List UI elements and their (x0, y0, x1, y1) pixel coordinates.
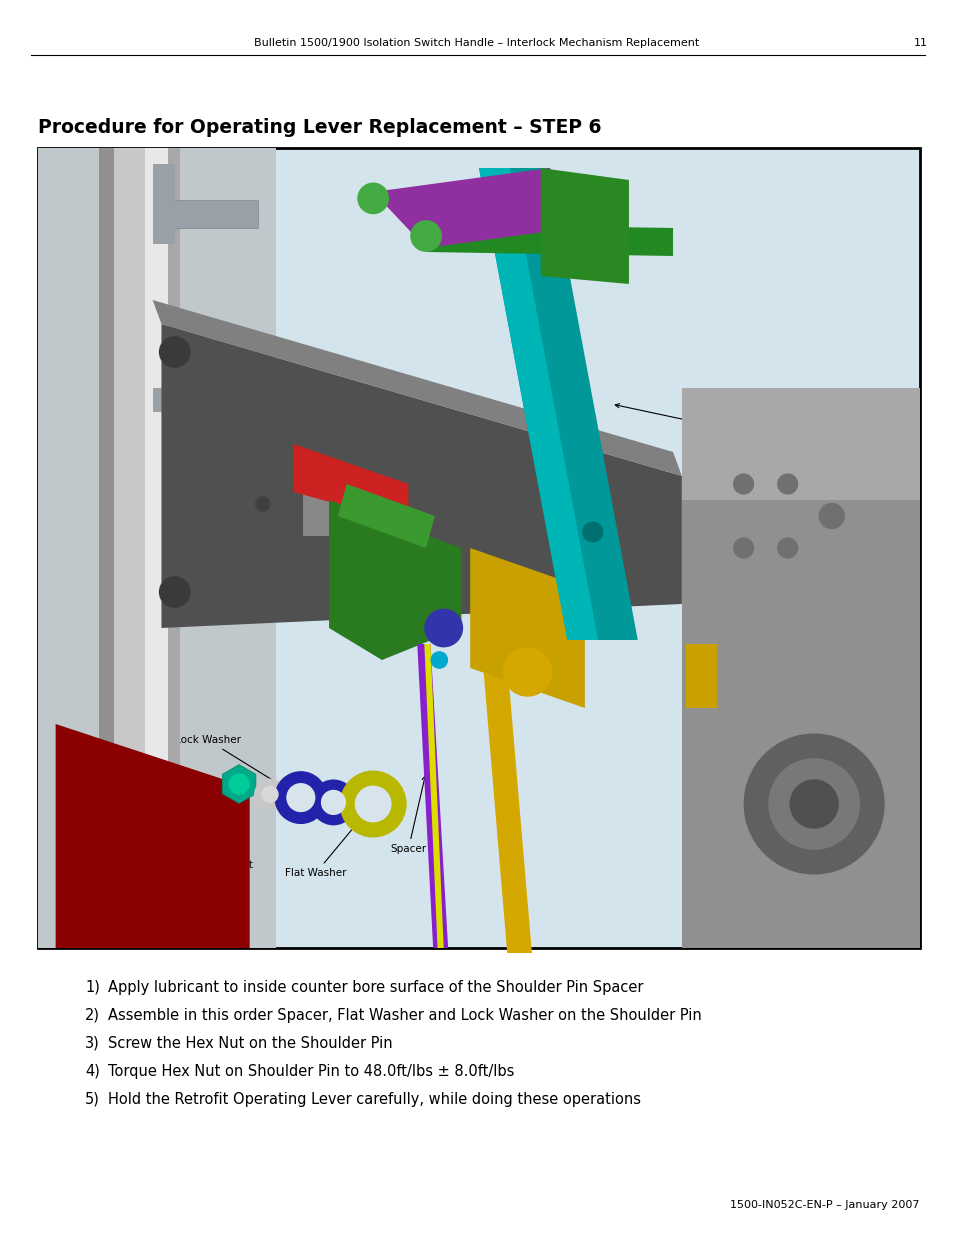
Polygon shape (294, 445, 408, 524)
Circle shape (286, 783, 315, 813)
Bar (38, 148, 275, 948)
Circle shape (261, 785, 278, 803)
Polygon shape (470, 548, 584, 708)
Text: 1500-IN052C-EN-P – January 2007: 1500-IN052C-EN-P – January 2007 (730, 1200, 919, 1210)
Polygon shape (540, 168, 628, 284)
Circle shape (742, 734, 883, 874)
Circle shape (228, 773, 250, 794)
Circle shape (777, 473, 798, 494)
Circle shape (789, 779, 838, 829)
Circle shape (410, 220, 441, 252)
Circle shape (274, 771, 327, 824)
Bar (681, 388, 919, 948)
Text: Flat Washer: Flat Washer (285, 808, 370, 878)
Circle shape (732, 537, 754, 558)
Text: 3): 3) (85, 1036, 100, 1051)
Circle shape (355, 785, 391, 823)
Text: Shoulder Pin: Shoulder Pin (437, 450, 524, 509)
Circle shape (339, 771, 406, 837)
Polygon shape (222, 764, 255, 804)
Bar (99, 148, 113, 948)
Circle shape (311, 779, 356, 825)
Polygon shape (478, 168, 638, 640)
Circle shape (320, 790, 346, 815)
Circle shape (502, 647, 552, 697)
Bar (168, 148, 179, 948)
Polygon shape (329, 500, 461, 659)
Text: 2): 2) (85, 1008, 100, 1023)
Text: Screw the Hex Nut on the Shoulder Pin: Screw the Hex Nut on the Shoulder Pin (108, 1036, 393, 1051)
Circle shape (253, 778, 286, 810)
Circle shape (818, 503, 844, 530)
Polygon shape (480, 637, 532, 953)
Polygon shape (426, 224, 672, 256)
Bar (99, 148, 179, 948)
Text: 1): 1) (85, 981, 100, 995)
Text: Bulletin 1500/1900 Isolation Switch Handle – Interlock Mechanism Replacement: Bulletin 1500/1900 Isolation Switch Hand… (254, 38, 699, 48)
Circle shape (581, 521, 602, 542)
Circle shape (767, 758, 859, 850)
Text: Spacer: Spacer (390, 776, 426, 853)
Circle shape (255, 496, 270, 511)
Text: 11: 11 (913, 38, 927, 48)
Circle shape (357, 183, 389, 215)
Polygon shape (416, 643, 448, 948)
Text: Retrofit Operating Lever: Retrofit Operating Lever (615, 404, 842, 445)
Text: 5): 5) (85, 1092, 100, 1107)
Bar (152, 200, 258, 228)
Text: Hold the Retrofit Operating Lever carefully, while doing these operations: Hold the Retrofit Operating Lever carefu… (108, 1092, 640, 1107)
Bar (152, 164, 174, 245)
Text: Lock Washer: Lock Washer (174, 735, 297, 795)
Circle shape (158, 336, 191, 368)
Bar (145, 148, 168, 948)
Circle shape (158, 576, 191, 608)
Polygon shape (373, 168, 602, 248)
Text: Hex Nut: Hex Nut (211, 788, 253, 869)
Circle shape (732, 473, 754, 494)
Text: Assemble in this order Spacer, Flat Washer and Lock Washer on the Shoulder Pin: Assemble in this order Spacer, Flat Wash… (108, 1008, 701, 1023)
Bar (302, 468, 346, 536)
Text: Procedure for Operating Lever Replacement – STEP 6: Procedure for Operating Lever Replacemen… (38, 119, 601, 137)
Circle shape (777, 537, 798, 558)
Polygon shape (55, 724, 250, 948)
Polygon shape (424, 643, 443, 948)
Polygon shape (337, 484, 435, 548)
Circle shape (424, 609, 462, 647)
Bar (152, 388, 250, 412)
Circle shape (430, 651, 448, 669)
Text: Torque Hex Nut on Shoulder Pin to 48.0ft/lbs ± 8.0ft/lbs: Torque Hex Nut on Shoulder Pin to 48.0ft… (108, 1065, 514, 1079)
Polygon shape (161, 324, 681, 629)
Text: 4): 4) (85, 1065, 100, 1079)
Bar (681, 388, 919, 500)
Text: Apply lubricant to inside counter bore surface of the Shoulder Pin Spacer: Apply lubricant to inside counter bore s… (108, 981, 643, 995)
Bar (685, 643, 717, 708)
Bar (38, 148, 919, 948)
Polygon shape (478, 168, 598, 640)
Polygon shape (152, 300, 681, 475)
